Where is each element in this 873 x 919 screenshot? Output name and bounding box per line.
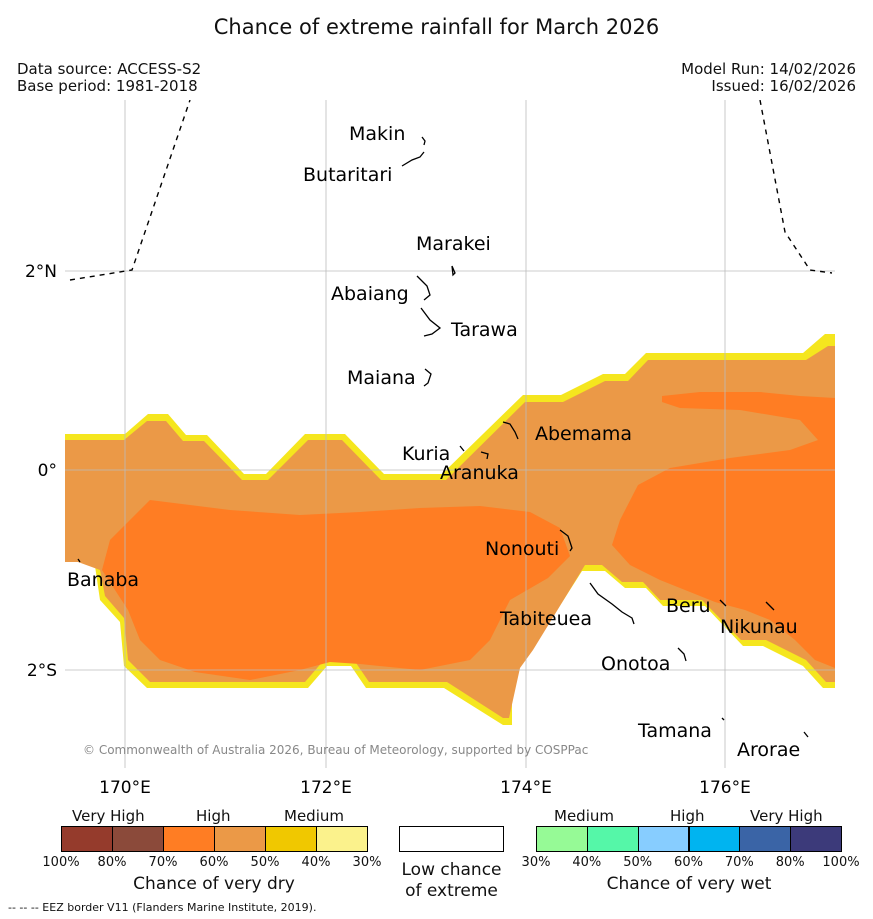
- lat-tick-0: 0°: [38, 461, 57, 481]
- wet-swatch-3: [688, 826, 741, 852]
- dry-swatch-5: [316, 826, 368, 852]
- place-abemama: Abemama: [535, 423, 632, 445]
- dry-tick-5: 40%: [301, 855, 331, 870]
- data-source: Data source: ACCESS-S2: [17, 60, 202, 78]
- dry-swatch-2: [163, 826, 215, 852]
- dry-colorbar-label: Chance of very dry: [133, 874, 295, 894]
- wet-swatch-4: [739, 826, 792, 852]
- place-tabiteuea: Tabiteuea: [499, 608, 592, 630]
- low-chance-label-2: of extreme: [405, 881, 498, 901]
- wet-swatch-2: [637, 826, 690, 852]
- place-makin: Makin: [349, 123, 405, 145]
- eez-footer-note: -- -- -- EEZ border V11 (Flanders Marine…: [8, 901, 317, 914]
- beru-coast: [719, 599, 727, 607]
- lon-tick-170e: 170°E: [99, 778, 151, 798]
- place-banaba: Banaba: [67, 569, 139, 591]
- dry-high-60-70-west: [102, 500, 570, 680]
- wet-group-medium: Medium: [554, 807, 614, 825]
- dry-tick-4: 50%: [250, 855, 280, 870]
- place-kuria: Kuria: [402, 443, 450, 465]
- abaiang-coast: [416, 275, 431, 301]
- dry-group-very-high: Very High: [72, 807, 145, 825]
- map-title: Chance of extreme rainfall for March 202…: [213, 15, 660, 39]
- onotoa-coast: [677, 647, 687, 662]
- place-nikunau: Nikunau: [720, 616, 798, 638]
- wet-group-very-high: Very High: [750, 807, 823, 825]
- place-maiana: Maiana: [347, 367, 416, 389]
- dry-swatch-3: [214, 826, 266, 852]
- wet-tick-2: 50%: [623, 855, 653, 870]
- dry-tick-1: 80%: [97, 855, 127, 870]
- lon-tick-174e: 174°E: [500, 778, 552, 798]
- copyright-notice: © Commonwealth of Australia 2026, Bureau…: [83, 743, 588, 757]
- kuria-coast: [459, 445, 465, 452]
- island-coastlines: [77, 136, 809, 738]
- dry-swatch-4: [265, 826, 317, 852]
- banaba-coast: [77, 558, 81, 563]
- wet-tick-0: 30%: [521, 855, 551, 870]
- lat-tick-2s: 2°S: [27, 661, 57, 681]
- eez-border-west: [69, 100, 191, 281]
- place-marakei: Marakei: [416, 233, 491, 255]
- lat-tick-2n: 2°N: [25, 262, 57, 282]
- wet-tick-4: 70%: [724, 855, 754, 870]
- lon-tick-176e: 176°E: [699, 778, 751, 798]
- place-nonouti: Nonouti: [485, 538, 559, 560]
- tarawa-coast: [420, 307, 442, 337]
- dry-tick-6: 30%: [352, 855, 382, 870]
- dry-swatch-0: [61, 826, 113, 852]
- tamana-coast: [721, 717, 725, 721]
- place-butaritari: Butaritari: [303, 164, 392, 186]
- low-chance-label-1: Low chance: [401, 860, 502, 880]
- dry-tick-3: 60%: [199, 855, 229, 870]
- low-chance-swatch: [399, 826, 504, 852]
- place-aranuka: Aranuka: [440, 462, 519, 484]
- wet-tick-5: 80%: [775, 855, 805, 870]
- dry-group-medium: Medium: [284, 807, 344, 825]
- aranuka-coast: [480, 451, 489, 460]
- place-arorae: Arorae: [737, 739, 800, 761]
- wet-tick-3: 60%: [674, 855, 703, 870]
- model-run: Model Run: 14/02/2026: [681, 60, 856, 78]
- wet-tick-6: 100%: [822, 855, 860, 870]
- place-tamana: Tamana: [637, 720, 712, 742]
- wet-colorbar-label: Chance of very wet: [606, 874, 772, 894]
- dry-high-60-70-east: [612, 392, 835, 668]
- lon-tick-172e: 172°E: [300, 778, 352, 798]
- maiana-coast: [423, 368, 432, 387]
- wet-tick-1: 40%: [572, 855, 602, 870]
- eez-border-east: [759, 100, 833, 274]
- dry-tick-2: 70%: [148, 855, 178, 870]
- wet-swatch-0: [536, 826, 588, 852]
- place-onotoa: Onotoa: [601, 653, 670, 675]
- place-beru: Beru: [666, 595, 711, 617]
- butaritari-coast: [401, 151, 425, 167]
- base-period: Base period: 1981-2018: [17, 77, 198, 95]
- place-tarawa: Tarawa: [450, 319, 518, 341]
- dry-tick-0: 100%: [42, 855, 80, 870]
- wet-swatch-5: [790, 826, 842, 852]
- nonouti-coast: [559, 529, 573, 552]
- nikunau-coast: [765, 601, 775, 611]
- marakei-coast: [451, 265, 456, 277]
- wet-swatch-1: [586, 826, 639, 852]
- makin-coast: [421, 136, 426, 146]
- dry-swatch-1: [112, 826, 164, 852]
- tabiteuea-coast: [589, 582, 635, 625]
- issued-date: Issued: 16/02/2026: [711, 77, 856, 95]
- arorae-coast: [803, 731, 809, 738]
- abemama-coast: [502, 421, 519, 440]
- wet-group-high: High: [670, 807, 705, 825]
- place-abaiang: Abaiang: [331, 283, 409, 305]
- dry-group-high: High: [196, 807, 231, 825]
